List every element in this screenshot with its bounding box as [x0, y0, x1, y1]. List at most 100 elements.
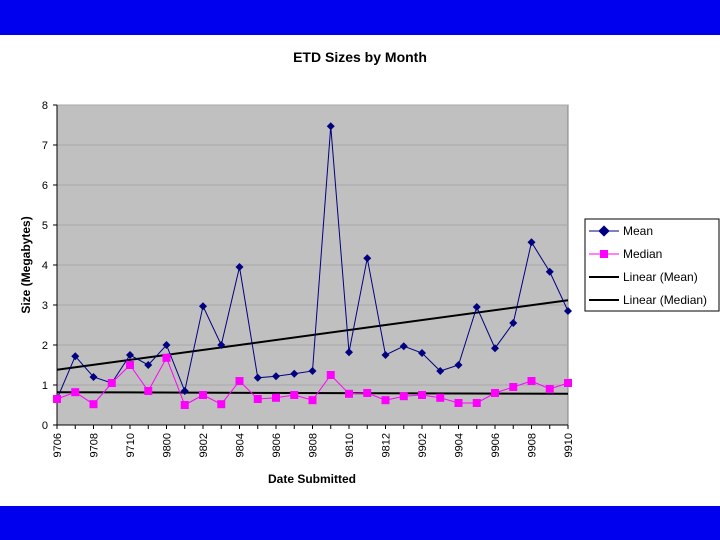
legend-linear-median-label: Linear (Median)	[623, 293, 707, 307]
mean-point-9711	[144, 361, 153, 369]
y-tick-label-4: 4	[42, 260, 48, 272]
median-point-9812	[381, 396, 390, 405]
mean-point-9906	[491, 344, 499, 353]
y-tick-label-6: 6	[42, 180, 48, 192]
mean-point-9710	[126, 351, 134, 359]
mean-point-9810	[345, 348, 353, 357]
mean-point-9811	[363, 254, 372, 263]
median-point-9901	[399, 392, 408, 401]
x-axis-ticks: 9706 9708 9710 9800 9802 9804 9806 9808 9810 9812…	[52, 425, 575, 457]
median-point-9708	[89, 400, 98, 409]
y-tick-label-8: 8	[42, 100, 48, 112]
x-tick-label-9908: 9908	[527, 433, 539, 457]
median-point-9807	[290, 391, 299, 399]
median-point-9706	[53, 395, 61, 403]
mean-point-9806	[272, 372, 280, 381]
x-tick-label-9808: 9808	[308, 433, 320, 457]
legend-median-marker	[600, 250, 608, 258]
x-tick-label-9810: 9810	[344, 433, 356, 457]
y-tick-label-5: 5	[42, 220, 48, 232]
mean-point-9707	[71, 352, 80, 361]
mean-point-9807	[290, 369, 299, 378]
median-point-9712	[162, 353, 171, 362]
x-tick-label-9708: 9708	[89, 433, 101, 457]
bottom-band	[0, 506, 720, 540]
median-point-9902	[418, 391, 426, 399]
mean-point-9803	[217, 341, 226, 349]
x-tick-label-9710: 9710	[125, 433, 137, 457]
mean-point-9805	[253, 373, 262, 382]
x-tick-label-9910: 9910	[563, 433, 575, 457]
median-point-9809	[326, 371, 335, 379]
median-point-9806	[272, 393, 280, 402]
x-tick-label-9902: 9902	[417, 433, 429, 457]
median-point-9803	[217, 400, 226, 409]
median-point-9711	[144, 387, 153, 395]
x-tick-label-9906: 9906	[490, 433, 502, 457]
y-axis-label: Size (Megabytes)	[19, 216, 33, 313]
mean-point-9902	[418, 349, 426, 357]
median-point-9709	[107, 379, 116, 387]
x-tick-label-9800: 9800	[162, 433, 174, 457]
top-band	[0, 0, 720, 35]
median-point-9908	[527, 377, 536, 385]
mean-point-9904	[454, 361, 463, 369]
mean-point-9903	[436, 367, 445, 375]
median-point-9710	[126, 361, 134, 369]
y-tick-label-1: 1	[42, 380, 48, 392]
legend-linear-mean-label: Linear (Mean)	[623, 270, 698, 284]
mean-point-9812	[381, 351, 390, 359]
mean-point-9905	[472, 303, 481, 311]
median-point-9905	[472, 399, 481, 407]
median-point-9909	[545, 385, 554, 393]
median-point-9907	[509, 383, 518, 391]
mean-point-9804	[235, 263, 244, 271]
median-point-9906	[491, 389, 499, 397]
x-tick-label-9904: 9904	[454, 433, 466, 457]
median-point-9810	[345, 389, 353, 398]
mean-point-9808	[308, 367, 317, 375]
mean-point-9910	[564, 307, 572, 315]
y-tick-label-2: 2	[42, 340, 48, 352]
mean-point-9801	[180, 387, 189, 395]
x-tick-label-9806: 9806	[271, 433, 283, 457]
median-point-9904	[454, 399, 463, 407]
x-axis-label: Date Submitted	[268, 472, 356, 486]
legend-mean-label: Mean	[623, 224, 653, 238]
mean-point-9907	[509, 319, 518, 327]
x-tick-label-9706: 9706	[52, 433, 64, 457]
mean-point-9909	[545, 267, 554, 276]
median-point-9804	[235, 377, 244, 385]
gridlines	[57, 104, 568, 386]
legend-mean-marker	[598, 225, 610, 237]
legend-box	[584, 218, 720, 312]
trendlines	[56, 299, 569, 395]
median-point-9808	[308, 396, 317, 405]
mean-point-9712	[162, 341, 171, 349]
trendline-linear-mean	[56, 299, 569, 371]
y-axis-ticks: 0 1 2 3 4 5 6 7 8	[42, 100, 57, 432]
y-tick-label-7: 7	[42, 140, 48, 152]
y-tick-label-0: 0	[42, 420, 48, 432]
mean-point-9708	[89, 373, 98, 381]
median-point-9801	[180, 401, 189, 409]
y-tick-label-3: 3	[42, 300, 48, 312]
x-tick-label-9812: 9812	[381, 433, 393, 457]
median-point-9903	[436, 393, 445, 402]
median-point-9811	[363, 389, 372, 397]
mean-point-9802	[199, 302, 207, 311]
legend-median-label: Median	[623, 247, 662, 261]
median-point-9910	[564, 379, 572, 387]
trendline-linear-median	[56, 391, 569, 395]
mean-point-9809	[326, 122, 335, 131]
legend: Mean Median Linear (Mean) Linear (Median…	[584, 218, 720, 312]
mean-point-9908	[527, 238, 536, 247]
median-point-9707	[71, 388, 80, 397]
median-point-9802	[199, 391, 207, 399]
x-tick-label-9802: 9802	[198, 433, 210, 457]
series-markers	[53, 122, 572, 409]
chart-title: ETD Sizes by Month	[293, 49, 427, 65]
mean-point-9901	[399, 342, 408, 351]
median-point-9805	[253, 395, 262, 403]
